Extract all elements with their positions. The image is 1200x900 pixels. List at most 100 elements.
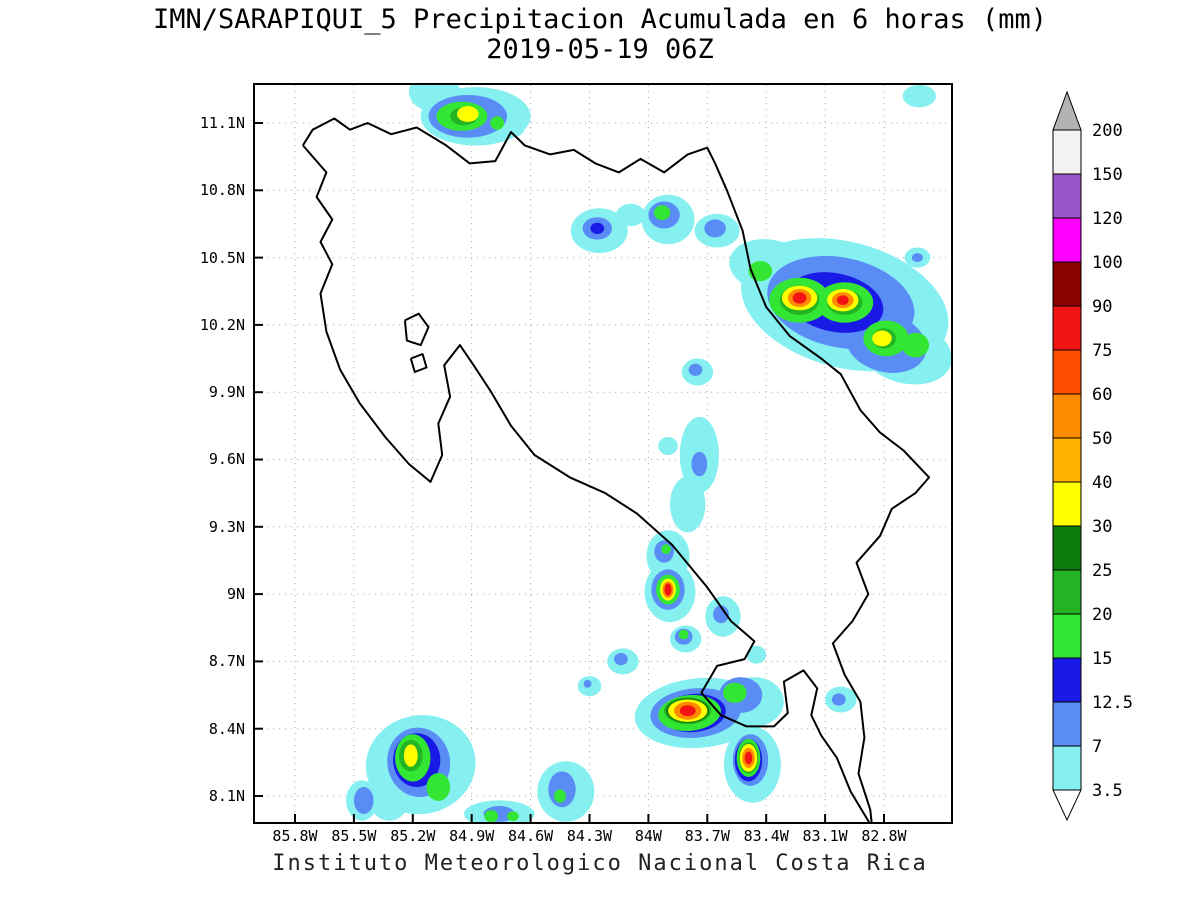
precip-cell: [902, 85, 936, 108]
colorbar-segment: [1052, 173, 1082, 219]
precip-cell: [590, 222, 605, 234]
y-tick-label: 10.5N: [199, 248, 245, 267]
precip-cell: [670, 476, 706, 533]
precip-cell: [614, 653, 628, 666]
chart-subtitle: 2019-05-19 06Z: [486, 34, 714, 65]
colorbar-label: 40: [1092, 473, 1112, 493]
chart-title: IMN/SARAPIQUI_5 Precipitacion Acumulada …: [152, 4, 1048, 35]
precip-cell: [723, 682, 747, 703]
precip-cell: [457, 106, 479, 122]
x-tick-label: 84W: [634, 827, 662, 845]
colorbar-segment: [1052, 305, 1082, 351]
precip-cell: [678, 629, 689, 640]
precip-cell: [691, 451, 708, 477]
colorbar-segment: [1052, 261, 1082, 307]
x-tick-label: 83.4W: [743, 827, 789, 845]
colorbar-label: 12.5: [1092, 693, 1133, 713]
precip-cell: [583, 679, 592, 688]
colorbar-label: 15: [1092, 649, 1112, 669]
precip-cell: [872, 330, 892, 347]
colorbar-label: 100: [1092, 253, 1123, 273]
colorbar-segment: [1052, 481, 1082, 527]
map-plot: [255, 85, 951, 822]
precip-cell: [616, 203, 646, 227]
y-tick-label: 9.9N: [208, 383, 245, 402]
y-tick-label: 8.1N: [208, 786, 245, 805]
map-frame: [253, 83, 953, 824]
y-tick-label: 11.1N: [199, 114, 245, 132]
colorbar-label: 150: [1092, 165, 1123, 185]
y-tick-label: 10.2N: [199, 315, 245, 334]
x-tick-label: 82.8W: [861, 827, 907, 845]
colorbar-segment: [1052, 525, 1082, 571]
coastline-path: [403, 312, 430, 347]
colorbar-label: 120: [1092, 209, 1123, 229]
colorbar-segment: [1052, 569, 1082, 615]
colorbar-label: 50: [1092, 429, 1112, 449]
precip-cell: [403, 744, 418, 767]
x-tick-label: 84.9W: [449, 827, 495, 845]
footer-credit: Instituto Meteorologico Nacional Costa R…: [272, 851, 928, 876]
precip-cell: [831, 693, 846, 706]
precip-cell: [836, 295, 849, 306]
x-tick-label: 85.8W: [272, 827, 318, 845]
precip-cell: [746, 645, 767, 664]
x-tick-label: 85.2W: [390, 827, 436, 845]
coastline-path: [302, 117, 931, 822]
colorbar-arrow-top: [1052, 90, 1082, 131]
precip-cell: [507, 811, 519, 822]
precip-cell: [490, 116, 505, 130]
y-tick-label: 10.8N: [199, 181, 245, 200]
precip-cell: [658, 437, 678, 455]
y-tick-label: 8.7N: [208, 652, 245, 671]
x-tick-label: 83.1W: [802, 827, 848, 845]
precip-cell: [653, 205, 671, 221]
precip-cell: [688, 363, 703, 376]
colorbar-segment: [1052, 129, 1082, 175]
y-tick-label: 8.4N: [208, 719, 245, 738]
axis-ticks: [255, 122, 885, 822]
precip-cell: [353, 787, 374, 814]
y-tick-label: 9N: [226, 585, 245, 604]
precip-cell: [744, 751, 753, 765]
precip-cell: [426, 773, 451, 801]
colorbar-label: 60: [1092, 385, 1112, 405]
colorbar-label: 30: [1092, 517, 1112, 537]
colorbar-segment: [1052, 657, 1082, 703]
colorbar-segment: [1052, 393, 1082, 439]
colorbar-arrow-bottom: [1052, 789, 1082, 822]
precip-cell: [505, 118, 525, 137]
colorbar-segment: [1052, 349, 1082, 395]
colorbar-segment: [1052, 217, 1082, 263]
precip-cell: [661, 544, 671, 555]
precip-cell: [679, 705, 696, 717]
coastline-path: [409, 353, 428, 373]
colorbar-segment: [1052, 745, 1082, 791]
colorbar-label: 200: [1092, 121, 1123, 141]
y-tick-label: 9.3N: [208, 517, 245, 536]
colorbar-label: 3.5: [1092, 781, 1123, 801]
grid-lines: [255, 85, 951, 822]
colorbar-segment: [1052, 613, 1082, 659]
colorbar: 200 150 120 100 90 75 60 50 40 30 25 20 15 12.5 7 3.5: [1052, 90, 1133, 822]
precip-field: [346, 85, 951, 822]
precip-cell: [713, 605, 729, 624]
coastlines: [302, 117, 931, 822]
colorbar-label: 25: [1092, 561, 1112, 581]
y-tick-label: 9.6N: [208, 450, 245, 469]
precip-cell: [369, 780, 409, 821]
colorbar-segment: [1052, 437, 1082, 483]
colorbar-label: 20: [1092, 605, 1112, 625]
colorbar-label: 90: [1092, 297, 1112, 317]
precip-cell: [554, 789, 566, 803]
precip-cell: [901, 332, 930, 358]
colorbar-label: 7: [1092, 737, 1102, 757]
precip-cell: [911, 253, 923, 263]
x-tick-label: 83.7W: [684, 827, 730, 845]
precip-cell: [664, 583, 672, 596]
precip-cell: [484, 810, 499, 822]
colorbar-label: 75: [1092, 341, 1112, 361]
x-tick-label: 84.6W: [508, 827, 554, 845]
x-tick-label: 85.5W: [331, 827, 377, 845]
